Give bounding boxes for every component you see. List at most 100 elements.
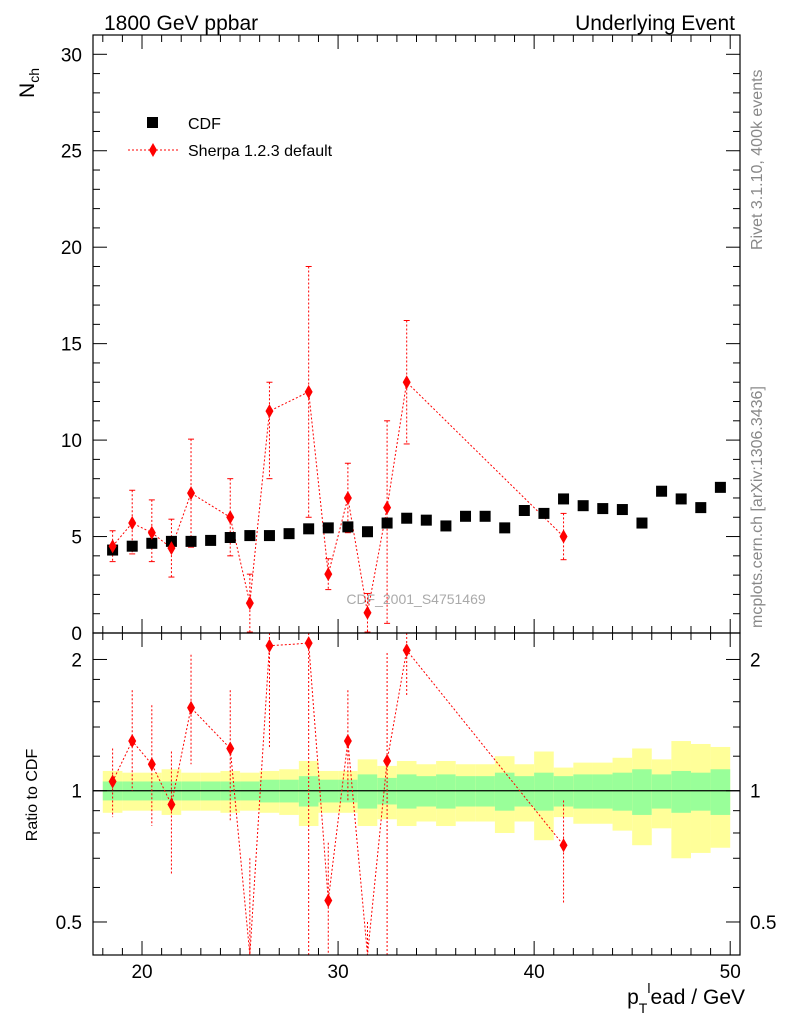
y-tick-label: 0 bbox=[71, 624, 82, 645]
sherpa-point bbox=[324, 567, 333, 582]
cdf-point bbox=[205, 534, 217, 546]
cdf-point bbox=[401, 512, 413, 524]
xlabel: pTlead / GeV bbox=[627, 980, 745, 1016]
band-inner-bin bbox=[690, 772, 711, 811]
cdf-point bbox=[283, 528, 295, 540]
ylabel-main: Nch bbox=[16, 68, 42, 98]
ratio-series bbox=[108, 633, 568, 956]
cdf-point bbox=[126, 540, 138, 552]
x-tick-label: 30 bbox=[328, 962, 349, 983]
band-inner-bin bbox=[612, 772, 633, 811]
ratio-sherpa-point bbox=[383, 753, 392, 768]
band-inner-bin bbox=[416, 776, 437, 807]
ratio-band bbox=[93, 741, 740, 859]
cdf-point bbox=[146, 537, 158, 549]
y-tick-label: 5 bbox=[71, 528, 82, 549]
ratio-sherpa-point bbox=[324, 893, 333, 908]
ratio-sherpa-point bbox=[559, 838, 568, 853]
sherpa-line bbox=[112, 381, 564, 613]
cdf-point bbox=[342, 521, 354, 533]
band-inner-bin bbox=[298, 776, 319, 807]
legend-marker-sherpa bbox=[149, 143, 157, 157]
cdf-point bbox=[616, 504, 628, 516]
band-inner-bin bbox=[514, 776, 535, 807]
cdf-point bbox=[538, 507, 550, 519]
y-tick-label: 20 bbox=[61, 238, 82, 259]
analysis-watermark: CDF_2001_S4751469 bbox=[346, 591, 486, 607]
cdf-point bbox=[636, 517, 648, 529]
cdf-point bbox=[675, 493, 687, 505]
ratio-y-tick-label: 2 bbox=[71, 650, 82, 671]
cdf-point bbox=[244, 530, 256, 542]
ratio-sherpa-point bbox=[304, 636, 313, 651]
ratio-sherpa-point bbox=[167, 797, 176, 812]
header-left: 1800 GeV ppbar bbox=[104, 12, 258, 35]
sherpa-point bbox=[147, 525, 156, 540]
band-inner-bin bbox=[671, 770, 691, 813]
cdf-point bbox=[224, 532, 236, 544]
legend-marker-cdf bbox=[147, 117, 158, 128]
ratio-sherpa-point bbox=[108, 774, 117, 789]
ratio-sherpa-point bbox=[343, 734, 352, 749]
main-series bbox=[107, 265, 726, 633]
x-tick-label: 50 bbox=[720, 962, 741, 983]
ratio-sherpa-point bbox=[187, 700, 196, 715]
cdf-point bbox=[381, 517, 393, 529]
y-tick-label: 30 bbox=[61, 45, 82, 66]
band-inner-bin bbox=[396, 774, 417, 809]
header-right: Underlying Event bbox=[575, 12, 735, 35]
band-inner-bin bbox=[710, 769, 731, 815]
ratio-sherpa-point bbox=[226, 741, 235, 756]
sherpa-point bbox=[226, 510, 235, 525]
cdf-point bbox=[577, 500, 589, 512]
cdf-point bbox=[499, 522, 511, 534]
ratio-y-tick-label-right: 2 bbox=[750, 650, 761, 671]
y-tick-label: 10 bbox=[61, 431, 82, 452]
band-inner-bin bbox=[553, 776, 574, 807]
cdf-point bbox=[322, 522, 334, 534]
x-tick-label: 20 bbox=[131, 962, 152, 983]
rivet-info: Rivet 3.1.10, 400k events bbox=[749, 69, 766, 250]
legend-label-cdf: CDF bbox=[188, 116, 221, 133]
ratio-sherpa-point bbox=[402, 643, 411, 658]
ylabel-ratio: Ratio to CDF bbox=[24, 749, 41, 842]
cdf-point bbox=[460, 510, 472, 522]
cdf-point bbox=[518, 505, 530, 517]
band-inner-bin bbox=[534, 772, 554, 811]
band-inner-bin bbox=[651, 774, 672, 809]
ratio-y-tick-label: 0.5 bbox=[56, 913, 82, 934]
band-inner-bin bbox=[592, 774, 613, 809]
sherpa-point bbox=[245, 596, 254, 611]
cdf-point bbox=[479, 510, 491, 522]
mcplots-info: mcplots.cern.ch [arXiv:1306.3436] bbox=[749, 386, 766, 628]
band-inner-bin bbox=[357, 774, 378, 809]
ratio-sherpa-point bbox=[147, 757, 156, 772]
cdf-point bbox=[361, 526, 373, 538]
x-tick-label: 40 bbox=[524, 962, 545, 983]
cdf-point bbox=[303, 523, 315, 535]
ratio-y-tick-label-right: 1 bbox=[750, 782, 761, 803]
legend: CDF Sherpa 1.2.3 default bbox=[128, 116, 333, 160]
axes: 20 30 40 50 0 5 10 15 20 25 30 0.5 0.5 1 1 2 2 bbox=[56, 34, 776, 983]
sherpa-point bbox=[363, 605, 372, 620]
legend-label-sherpa: Sherpa 1.2.3 default bbox=[188, 143, 333, 160]
y-tick-label: 25 bbox=[61, 142, 82, 163]
y-tick-label: 15 bbox=[61, 335, 82, 356]
cdf-point bbox=[440, 520, 452, 532]
band-inner-bin bbox=[436, 774, 456, 809]
cdf-point bbox=[695, 502, 707, 514]
sherpa-point bbox=[343, 490, 352, 505]
band-inner-bin bbox=[494, 772, 515, 811]
sherpa-point bbox=[402, 375, 411, 390]
ratio-y-tick-label-right: 0.5 bbox=[750, 913, 776, 934]
cdf-point bbox=[420, 514, 432, 526]
sherpa-point bbox=[108, 539, 117, 554]
band-inner-bin bbox=[475, 776, 495, 807]
band-inner-bin bbox=[573, 774, 593, 809]
sherpa-point bbox=[167, 541, 176, 556]
cdf-point bbox=[263, 530, 275, 542]
sherpa-point bbox=[187, 486, 196, 501]
sherpa-point bbox=[128, 516, 137, 531]
band-inner-bin bbox=[455, 776, 476, 807]
